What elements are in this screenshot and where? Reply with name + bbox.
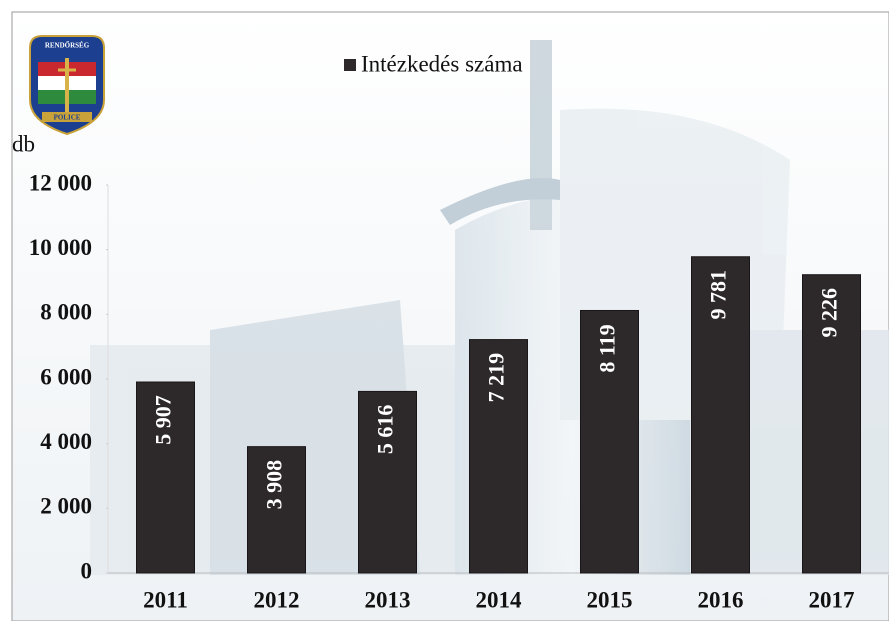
badge-text: RENDŐRSÉG [45,42,90,50]
value-label: 9 781 [706,270,731,320]
y-tick-label: 0 [81,558,93,583]
page: {"chart_data": {"type": "bar", "categori… [0,0,889,621]
value-label: 5 616 [373,405,398,455]
y-axis-label: db [12,131,35,156]
x-tick-label: 2016 [698,587,744,612]
badge-text: POLICE [54,114,81,122]
x-tick-label: 2014 [476,587,523,612]
value-label: 3 908 [262,460,287,510]
x-tick-label: 2013 [365,587,411,612]
x-tick-label: 2012 [254,587,300,612]
legend-swatch [344,59,356,71]
value-label: 8 119 [595,324,620,372]
legend-label: Intézkedés száma [361,51,523,76]
x-tick-label: 2017 [809,587,855,612]
value-label: 5 907 [151,395,176,445]
y-tick-label: 12 000 [29,170,92,195]
y-tick-label: 4 000 [40,429,92,454]
y-tick-label: 2 000 [40,494,92,519]
x-tick-label: 2011 [143,587,188,612]
value-label: 7 219 [484,353,509,403]
y-tick-label: 8 000 [40,300,92,325]
y-tick-label: 6 000 [40,364,92,389]
value-label: 9 226 [817,288,842,338]
chart: RENDŐRSÉG POLICE db 0 2 000 4 000 6 000 8 00… [0,0,889,621]
y-tick-label: 10 000 [29,235,92,260]
x-tick-label: 2015 [587,587,633,612]
